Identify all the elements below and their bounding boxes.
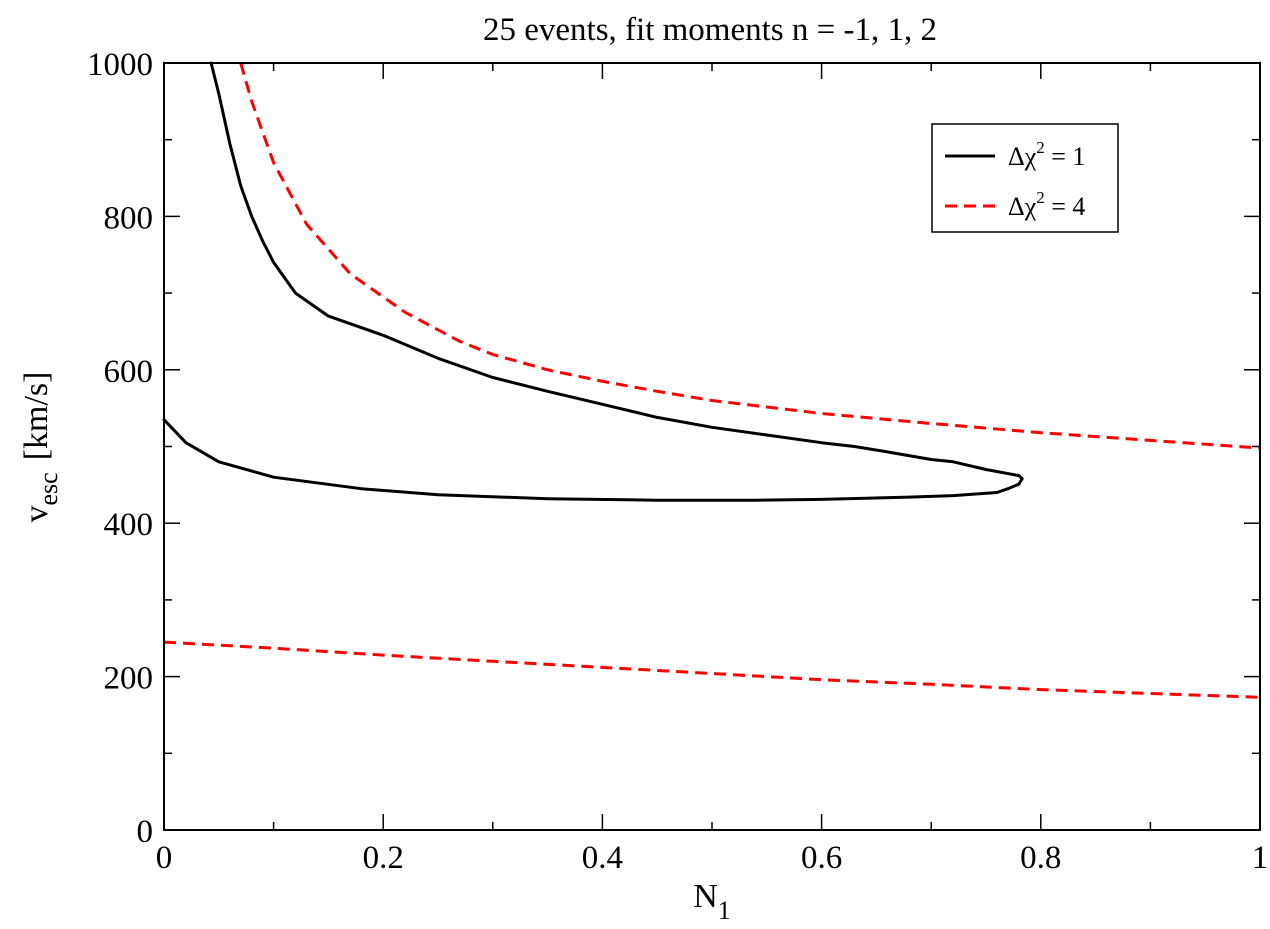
plot-lines bbox=[162, 61, 1261, 699]
y-tick-label: 600 bbox=[104, 354, 154, 390]
y-tick-label: 800 bbox=[104, 200, 154, 236]
legend-entry-2-suffix: = 4 bbox=[1045, 192, 1086, 221]
legend-entry-2-prefix: Δχ bbox=[1008, 192, 1037, 221]
y-tick-label: 400 bbox=[104, 507, 154, 543]
legend-box bbox=[931, 123, 1119, 233]
y-tick-label: 0 bbox=[137, 814, 154, 850]
plot-frame bbox=[163, 62, 1261, 831]
x-tick-label: 0.2 bbox=[363, 840, 404, 876]
x-tick-label: 1 bbox=[1252, 840, 1269, 876]
y-axis-label-main: v bbox=[18, 505, 55, 522]
y-axis-label: vesc [km/s] bbox=[18, 372, 63, 523]
x-tick-label: 0.8 bbox=[1020, 840, 1061, 876]
legend-entry-1: Δχ2 = 1 bbox=[1008, 138, 1085, 171]
x-axis-label-main: N bbox=[693, 878, 718, 915]
x-tick-label: 0.6 bbox=[801, 840, 842, 876]
y-tick-label: 200 bbox=[104, 661, 154, 697]
x-axis-label: N1 bbox=[693, 878, 731, 925]
x-axis-label-subscript: 1 bbox=[718, 896, 731, 925]
x-tick-label: 0 bbox=[156, 840, 173, 876]
series-2-curve-1 bbox=[239, 62, 1261, 450]
y-axis-label-subscript: esc bbox=[34, 472, 63, 505]
legend-entry-1-sup: 2 bbox=[1036, 138, 1045, 157]
y-axis-label-unit: [km/s] bbox=[18, 372, 55, 461]
chart-title: 25 events, fit moments n = -1, 1, 2 bbox=[483, 12, 937, 48]
tick-labels: 0 0.2 0.4 0.6 0.8 1 0 200 400 600 800 1000 bbox=[87, 47, 1268, 876]
series-1-curve-1 bbox=[162, 61, 1024, 502]
x-tick-label: 0.4 bbox=[582, 840, 623, 876]
legend-entry-1-prefix: Δχ bbox=[1008, 142, 1037, 171]
y-tick-label: 1000 bbox=[87, 47, 153, 83]
series-2-curve-2 bbox=[163, 640, 1261, 699]
legend: Δχ2 = 1 Δχ2 = 4 bbox=[931, 123, 1119, 233]
legend-entry-2: Δχ2 = 4 bbox=[1008, 188, 1085, 221]
legend-entry-2-sup: 2 bbox=[1036, 188, 1045, 207]
legend-entry-1-suffix: = 1 bbox=[1045, 142, 1086, 171]
